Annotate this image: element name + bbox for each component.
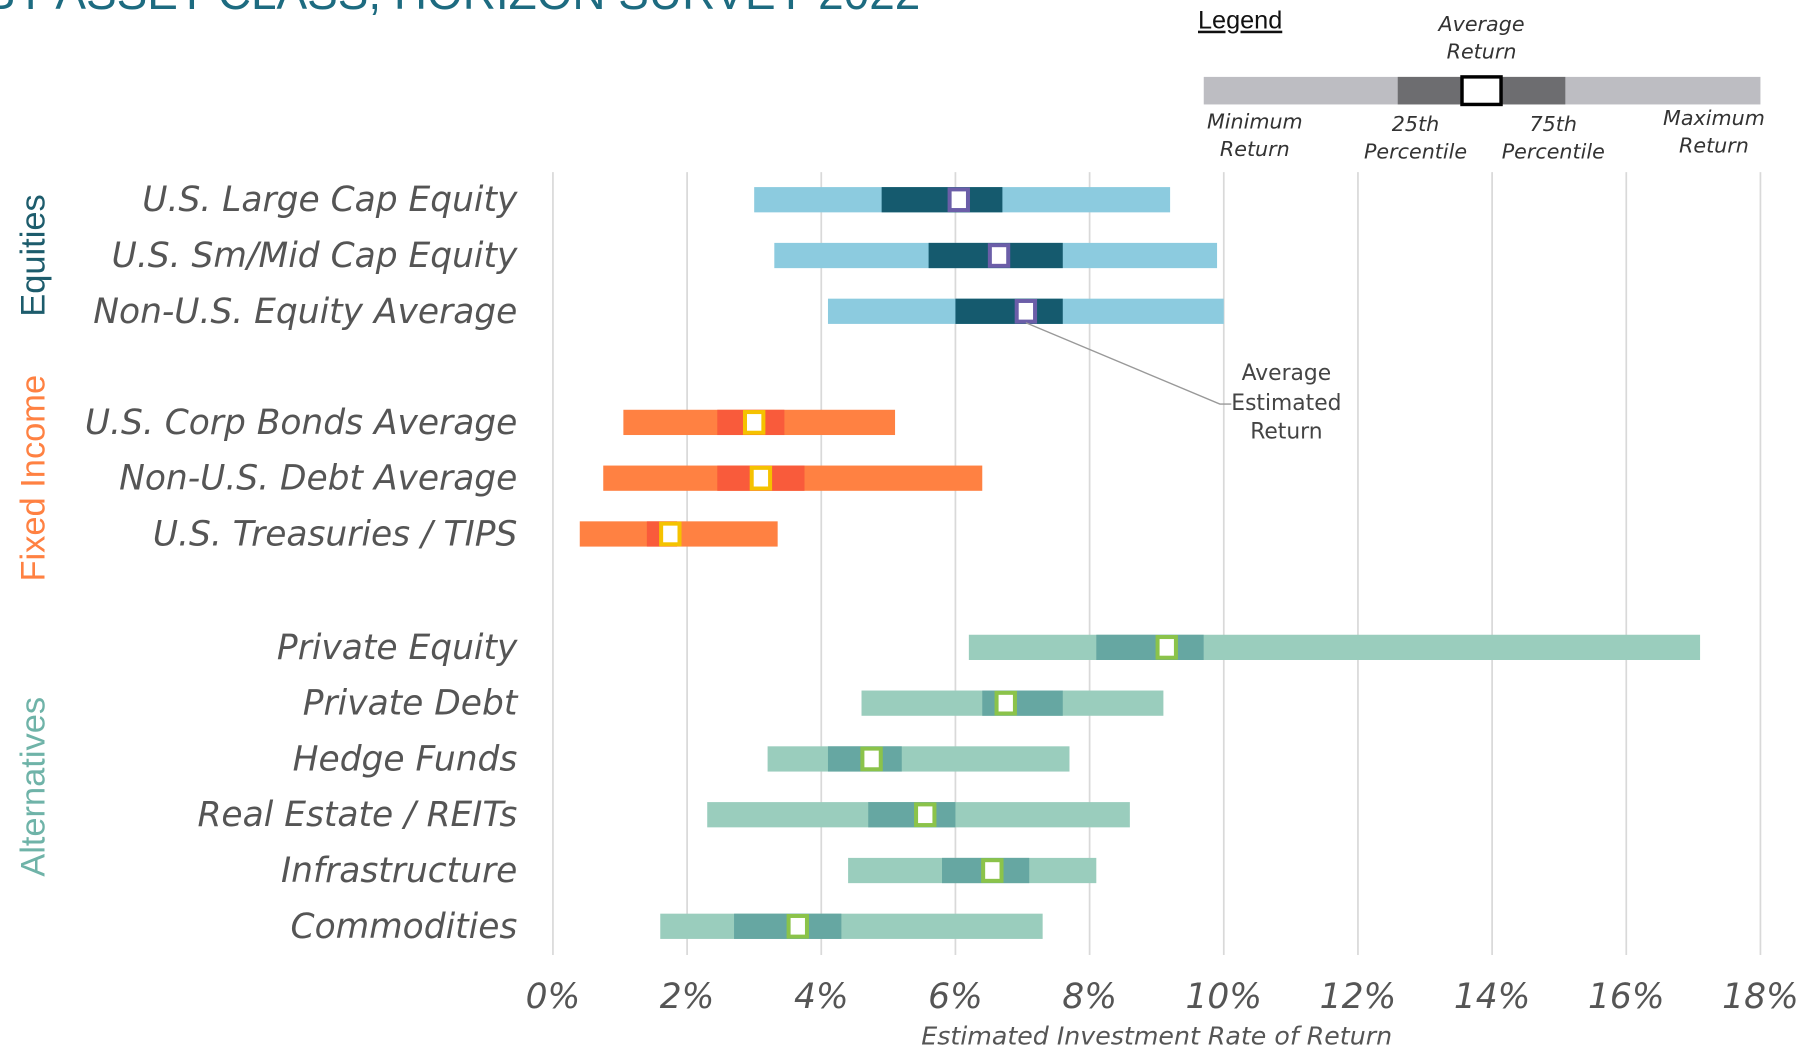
group-label: Equities bbox=[14, 194, 52, 316]
group-label: Alternatives bbox=[14, 697, 52, 877]
x-tick-label: 18% bbox=[1722, 977, 1798, 1017]
legend-title: Legend bbox=[1198, 7, 1282, 35]
iqr-bar bbox=[868, 802, 956, 828]
category-label: Private Debt bbox=[303, 684, 519, 724]
average-marker bbox=[1155, 635, 1178, 660]
x-tick-label: 14% bbox=[1454, 977, 1531, 1017]
x-tick-label: 8% bbox=[1062, 977, 1117, 1017]
category-label: Infrastructure bbox=[281, 851, 517, 891]
average-marker bbox=[994, 690, 1017, 716]
average-marker bbox=[659, 521, 682, 547]
x-axis-label: Estimated Investment Rate of Return bbox=[921, 1022, 1392, 1051]
category-label: U.S. Corp Bonds Average bbox=[85, 403, 518, 443]
x-tick-label: 12% bbox=[1320, 977, 1397, 1017]
iqr-bar bbox=[982, 690, 1063, 716]
legend-item: Average Return bbox=[1438, 12, 1525, 65]
chart-title: BY ASSET CLASS, HORIZON SURVEY 2022 bbox=[0, 0, 920, 19]
annotation-box: Average Estimated Return bbox=[1231, 360, 1342, 445]
average-marker bbox=[786, 913, 809, 939]
annotation: Average Estimated Return bbox=[1231, 360, 1342, 445]
range-bar bbox=[767, 746, 1070, 772]
annotation-line bbox=[1025, 322, 1232, 405]
average-marker bbox=[981, 858, 1004, 883]
x-tick-label: 6% bbox=[928, 977, 983, 1017]
average-marker bbox=[987, 243, 1011, 268]
iqr-bar bbox=[1096, 634, 1204, 660]
average-marker bbox=[947, 187, 970, 213]
legend-item: Minimum Return bbox=[1206, 110, 1303, 163]
x-tick-label: 4% bbox=[794, 977, 849, 1017]
category-label: Commodities bbox=[291, 907, 518, 947]
x-tick-label: 0% bbox=[526, 977, 581, 1017]
legend-item: Maximum Return bbox=[1663, 106, 1765, 159]
legend-item: 75th Percentile bbox=[1501, 112, 1605, 165]
legend-item-box: Minimum Return bbox=[1206, 110, 1303, 163]
legend-average bbox=[1460, 75, 1503, 107]
average-marker bbox=[749, 465, 773, 491]
x-tick-label: 16% bbox=[1588, 977, 1665, 1017]
category-label: U.S. Large Cap Equity bbox=[142, 180, 518, 220]
average-marker bbox=[860, 746, 883, 772]
x-tick-label: 2% bbox=[660, 977, 715, 1017]
range-bar bbox=[660, 913, 1043, 939]
legend-item-box: Average Return bbox=[1438, 12, 1525, 65]
average-marker bbox=[1014, 298, 1038, 324]
legend-item-box: Maximum Return bbox=[1663, 106, 1765, 159]
category-label: Non-U.S. Debt Average bbox=[119, 459, 517, 499]
group-label: Fixed Income bbox=[14, 375, 52, 582]
average-marker bbox=[914, 802, 937, 828]
category-label: U.S. Treasuries / TIPS bbox=[153, 514, 518, 554]
category-label: Non-U.S. Equity Average bbox=[93, 292, 517, 332]
category-label: Private Equity bbox=[277, 628, 518, 668]
legend-item: 25th Percentile bbox=[1363, 112, 1468, 165]
iqr-bar bbox=[881, 187, 1003, 213]
x-tick-label: 10% bbox=[1186, 977, 1263, 1017]
average-marker bbox=[742, 410, 766, 435]
category-label: Hedge Funds bbox=[293, 739, 518, 779]
legend-item-box: 25th Percentile bbox=[1363, 112, 1468, 165]
category-label: Real Estate / REITs bbox=[198, 795, 518, 835]
iqr-bar bbox=[955, 298, 1063, 324]
legend-item-box: 75th Percentile bbox=[1501, 112, 1605, 165]
category-label: U.S. Sm/Mid Cap Equity bbox=[112, 236, 518, 276]
range-bar bbox=[968, 634, 1701, 660]
